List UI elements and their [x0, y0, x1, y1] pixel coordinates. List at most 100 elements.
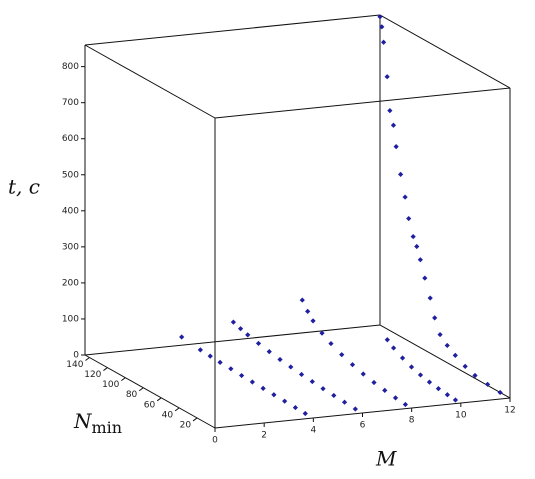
box-edge — [84, 354, 216, 429]
point — [339, 352, 345, 358]
point — [497, 389, 503, 396]
x-tick-label: 4 — [310, 426, 316, 436]
point — [435, 386, 442, 392]
point — [260, 385, 266, 391]
point — [462, 363, 468, 369]
y-tick-label: 140 — [66, 360, 83, 370]
point — [288, 364, 294, 370]
point — [352, 406, 358, 412]
point — [228, 366, 234, 372]
point — [417, 372, 424, 378]
z-tick-label: 500 — [62, 170, 79, 180]
point — [271, 392, 277, 398]
point — [237, 326, 244, 332]
y-tick — [103, 367, 108, 371]
point — [472, 372, 478, 379]
x-tick-label: 6 — [360, 421, 366, 431]
y-tick-label: 20 — [180, 420, 192, 430]
point — [402, 194, 408, 200]
x-tick-label: 8 — [409, 416, 415, 426]
x-axis-label: M — [375, 447, 397, 471]
box-edge — [214, 87, 511, 119]
point — [410, 233, 416, 240]
y-tick-label: 60 — [144, 400, 156, 410]
point — [444, 392, 450, 398]
x-tick-label: 2 — [261, 431, 267, 441]
point — [277, 356, 283, 363]
z-tick-label: 700 — [62, 98, 79, 108]
point — [427, 295, 433, 301]
x-tick-label: 10 — [455, 411, 467, 421]
z-tick-label: 600 — [62, 134, 79, 144]
y-axis-label-sub: min — [92, 418, 123, 437]
point — [360, 371, 366, 377]
point — [402, 401, 408, 408]
y-tick-label: 120 — [84, 370, 101, 380]
point — [302, 410, 308, 417]
point — [393, 144, 399, 150]
point — [399, 355, 406, 361]
point — [371, 379, 377, 386]
point — [282, 398, 288, 404]
y-tick — [85, 357, 90, 361]
point — [452, 352, 458, 358]
z-tick-label: 800 — [62, 62, 79, 72]
point — [398, 171, 404, 177]
point — [432, 315, 438, 321]
point — [382, 387, 388, 393]
point — [217, 359, 223, 365]
point — [452, 397, 459, 403]
box-edge — [84, 14, 381, 46]
y-tick-label: 40 — [162, 410, 174, 420]
point — [292, 404, 299, 411]
y-tick — [174, 407, 180, 412]
point — [245, 332, 251, 338]
point — [299, 297, 305, 303]
point — [390, 345, 397, 351]
point — [379, 24, 385, 30]
point — [328, 340, 334, 347]
y-axis-label: Nmin — [73, 409, 122, 437]
point — [384, 337, 390, 343]
z-axis-label: t, c — [8, 175, 40, 199]
point — [239, 372, 245, 379]
point — [197, 347, 203, 353]
y-axis-label-main: N — [73, 409, 93, 433]
point — [384, 74, 390, 80]
point — [380, 39, 387, 45]
y-tick — [156, 397, 162, 402]
point — [406, 215, 412, 222]
point — [437, 331, 443, 338]
point — [408, 364, 415, 370]
y-tick — [121, 377, 126, 382]
z-tick-label: 400 — [62, 206, 79, 216]
point — [207, 353, 213, 359]
y-tick — [192, 417, 198, 422]
point — [320, 386, 326, 392]
point — [444, 342, 450, 349]
point — [349, 362, 356, 368]
point — [422, 275, 428, 281]
point — [331, 392, 337, 399]
x-tick-label: 12 — [504, 406, 515, 416]
point — [390, 122, 397, 128]
point — [417, 257, 423, 263]
y-tick — [138, 387, 144, 392]
point — [266, 349, 272, 355]
point — [377, 14, 383, 20]
point — [179, 334, 185, 340]
box-edge — [379, 324, 511, 399]
z-tick-label: 200 — [62, 278, 79, 288]
z-tick-label: 100 — [62, 314, 79, 324]
box-edge — [84, 44, 216, 119]
point — [426, 379, 433, 385]
point — [230, 319, 236, 325]
box-edge — [379, 14, 511, 89]
point — [249, 379, 255, 385]
point — [310, 318, 316, 324]
y-tick-label: 100 — [102, 380, 119, 390]
z-tick-label: 0 — [73, 351, 79, 361]
point — [255, 340, 262, 347]
point — [298, 371, 305, 378]
